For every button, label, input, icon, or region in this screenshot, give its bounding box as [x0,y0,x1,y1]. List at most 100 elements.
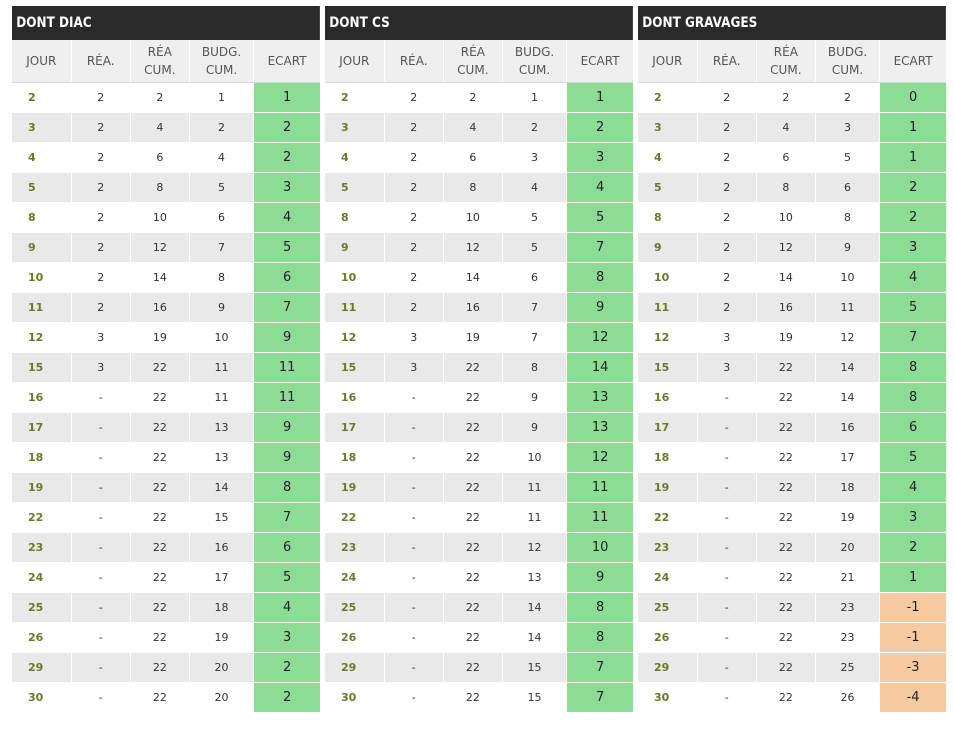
cell-budg-cum: 20 [814,532,880,563]
col-header-rea-cum-label: RÉA [773,45,798,59]
cell-budg-cum: 1 [188,82,254,113]
col-header-ecart-label: ECART [893,54,933,68]
table-row: 18-22 17 5 [638,442,946,473]
table-row: 26-22 19 3 [12,622,320,653]
col-header-budg-cum-label: CUM. [831,63,864,77]
table-row: 11 2 16 7 9 [325,292,633,323]
col-header-rea: RÉA. [70,40,131,83]
col-header-budg-cum-label: CUM. [205,63,238,77]
cell-ecart: 1 [879,562,946,593]
col-header-jour: JOUR [638,40,698,83]
cell-jour: 26 [12,622,72,653]
table-row: 11 2 16 11 5 [638,292,946,323]
cell-budg-cum: 9 [188,292,254,323]
cell-rea: - [70,472,131,503]
cell-ecart: 7 [566,682,633,713]
table-row: 19-22 18 4 [638,472,946,503]
cell-budg-cum: 3 [501,142,567,173]
cell-jour: 4 [325,142,385,173]
cell-ecart: 2 [879,532,946,563]
cell-jour: 19 [12,472,72,503]
cell-budg-cum: 5 [501,232,567,263]
cell-budg-cum: 9 [501,382,567,413]
cell-jour: 11 [638,292,698,323]
cell-budg-cum: 18 [814,472,880,503]
table-row: 24-22 21 1 [638,562,946,593]
table-row: 30-22 20 2 [12,682,320,713]
table-row: 8 2 10 5 5 [325,202,633,233]
cell-rea-cum: 19 [129,322,190,353]
cell-rea-cum: 22 [755,442,816,473]
cell-ecart: 6 [253,532,320,563]
cell-ecart: 7 [253,502,320,533]
cell-rea: 2 [696,172,757,203]
cell-budg-cum: 8 [814,202,880,233]
cell-rea-cum: 22 [442,472,503,503]
cell-jour: 12 [638,322,698,353]
cell-budg-cum: 6 [188,202,254,233]
cell-rea: - [696,382,757,413]
cell-rea: - [70,562,131,593]
cell-ecart: 1 [253,82,320,113]
cell-ecart: 8 [566,262,633,293]
cell-budg-cum: 8 [188,262,254,293]
cell-rea-cum: 22 [129,592,190,623]
table-row: 12 3 19 10 9 [12,322,320,353]
cell-budg-cum: 15 [501,682,567,713]
cell-ecart: 11 [566,472,633,503]
panel-title: DONT CS [325,6,633,40]
cell-ecart: 2 [253,112,320,143]
cell-jour: 17 [638,412,698,443]
cell-rea: 2 [696,262,757,293]
cell-ecart: 3 [566,142,633,173]
cell-budg-cum: 12 [814,322,880,353]
cell-rea-cum: 22 [755,682,816,713]
cell-rea-cum: 10 [129,202,190,233]
cell-budg-cum: 11 [814,292,880,323]
cell-budg-cum: 5 [814,142,880,173]
cell-jour: 23 [325,532,385,563]
cell-jour: 8 [12,202,72,233]
col-header-rea-cum-label: RÉA [147,45,172,59]
cell-ecart: 2 [879,172,946,203]
cell-rea-cum: 10 [755,202,816,233]
cell-rea: - [383,562,444,593]
cell-ecart: 5 [879,292,946,323]
cell-rea-cum: 22 [755,562,816,593]
cell-budg-cum: 21 [814,562,880,593]
table-row: 12 3 19 12 7 [638,322,946,353]
table-row: 19-22 14 8 [12,472,320,503]
cell-jour: 2 [638,82,698,113]
cell-rea-cum: 22 [442,352,503,383]
cell-rea-cum: 14 [129,262,190,293]
cell-rea: 3 [383,322,444,353]
table-row: 15 3 22 14 8 [638,352,946,383]
cell-jour: 29 [12,652,72,683]
cell-ecart: 2 [253,142,320,173]
table-row: 18-22 13 9 [12,442,320,473]
cell-ecart: 5 [253,562,320,593]
cell-jour: 10 [12,262,72,293]
cell-ecart: 4 [253,202,320,233]
cell-budg-cum: 1 [501,82,567,113]
cell-rea-cum: 12 [129,232,190,263]
cell-rea-cum: 12 [442,232,503,263]
cell-rea: - [696,592,757,623]
cell-budg-cum: 16 [188,532,254,563]
cell-rea: 3 [383,352,444,383]
cell-jour: 18 [12,442,72,473]
cell-rea: 2 [70,82,131,113]
cell-ecart: 8 [253,472,320,503]
cell-budg-cum: 6 [501,262,567,293]
cell-ecart: 8 [879,352,946,383]
col-header-ecart-label: ECART [267,54,307,68]
col-header-budg-cum-label: BUDG. [827,45,868,59]
col-header-rea-label: RÉA. [86,54,115,68]
cell-jour: 12 [12,322,72,353]
cell-ecart: -1 [879,592,946,623]
